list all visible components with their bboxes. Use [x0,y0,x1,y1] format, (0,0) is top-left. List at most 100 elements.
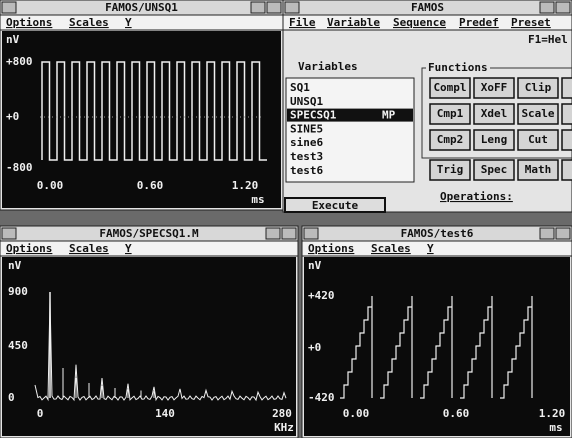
plot-area [2,257,296,436]
function-button[interactable] [561,77,572,99]
x-unit-label: ms [549,421,562,434]
function-button[interactable] [473,159,515,181]
control-box[interactable] [1,1,17,14]
variable-item[interactable]: SQ1 [290,81,310,94]
operations-label: Operations: [440,190,513,203]
y-tick-label: 450 [8,339,28,352]
function-button[interactable] [429,159,471,181]
minimize-button[interactable] [250,1,266,14]
window-title: FAMOS/SPECSQ1.M [99,227,199,240]
function-button[interactable] [473,103,515,125]
variable-list [285,77,415,183]
menu-item: Variable [327,16,380,29]
x-unit-label: ms [251,193,264,206]
function-button[interactable] [517,159,559,181]
minimize-button[interactable] [539,1,555,14]
maximize-button[interactable] [281,227,297,240]
control-box[interactable] [1,227,17,240]
window-title: FAMOS [411,1,444,14]
function-label: Scale [521,107,554,120]
x-tick-label: 0.00 [37,179,64,192]
x-unit-label: KHz [274,421,294,434]
window-title: FAMOS/UNSQ1 [105,1,178,14]
menu-item: Options [6,242,52,255]
menu-item: File [289,16,316,29]
x-tick-label: 1.20 [539,407,566,420]
unit-label: nV [308,259,322,272]
function-label: Cut [528,133,548,146]
unit-label: nV [8,259,22,272]
y-tick-label: +0 [6,110,19,123]
sawtooth [340,296,533,399]
menu-item: Y [427,242,434,255]
variable-item[interactable]: SINE5 [290,122,323,135]
y-tick-label: +0 [308,341,321,354]
group-label: Functions [428,61,488,74]
menu-item: Scales [371,242,411,255]
x-tick-label: 0 [37,407,44,420]
function-label: Clip [525,81,552,94]
y-tick-label: 900 [8,285,28,298]
menu-item: Sequence [393,16,446,29]
x-tick-label: 1.20 [232,179,259,192]
x-tick-label: 0.60 [137,179,164,192]
variable-item[interactable]: test3 [290,150,323,163]
x-tick-label: 0.00 [343,407,370,420]
function-label: Leng [481,133,508,146]
function-button[interactable] [429,129,471,151]
function-button[interactable] [429,103,471,125]
function-button[interactable] [517,103,559,125]
function-button[interactable] [561,129,572,151]
selected-row [287,108,413,122]
function-button[interactable] [517,129,559,151]
plot-area [2,31,281,208]
menu-item: Scales [69,242,109,255]
function-label: Spec [481,163,508,176]
function-label: Compl [433,81,466,94]
function-button[interactable] [561,159,572,181]
group-label-bg [426,62,490,74]
execute-label: Execute [312,199,359,212]
maximize-button[interactable] [266,1,282,14]
y-tick-label: +420 [308,289,335,302]
spectrum [34,297,287,402]
x-tick-label: 0.60 [443,407,470,420]
function-label: Cmp2 [437,133,464,146]
variable-item[interactable]: test6 [290,164,323,177]
maximize-button[interactable] [555,227,571,240]
minimize-button[interactable] [539,227,555,240]
menu-item: Preset [511,16,551,29]
execute-button[interactable] [284,197,386,213]
function-button[interactable] [517,77,559,99]
function-button[interactable] [473,77,515,99]
window-title: FAMOS/test6 [401,227,474,240]
maximize-button[interactable] [555,1,571,14]
x-tick-label: 140 [155,407,175,420]
menu-item: Options [6,16,52,29]
variable-item[interactable]: SPECSQ1 [290,109,337,122]
y-tick-label: 0 [8,391,15,404]
function-label: Xdel [481,107,508,120]
function-label: Trig [437,163,464,176]
minimize-button[interactable] [265,227,281,240]
menu-item: Y [125,16,132,29]
menu-bar [282,14,572,31]
functions-group [421,67,572,159]
control-box[interactable] [284,1,300,14]
variable-item[interactable]: sine6 [290,136,323,149]
function-button[interactable] [473,129,515,151]
variable-tag: MP [382,109,396,122]
y-tick-label: -420 [308,391,335,404]
menu-item: Y [125,242,132,255]
menu-bar [301,240,572,257]
waveform [41,61,267,161]
variable-item[interactable]: UNSQ1 [290,95,323,108]
function-label: XoFF [481,81,508,94]
group-label: Variables [298,60,358,73]
function-button[interactable] [429,77,471,99]
control-box[interactable] [303,227,319,240]
function-button[interactable] [561,103,572,125]
y-tick-label: +800 [6,55,33,68]
function-label: Math [525,163,552,176]
